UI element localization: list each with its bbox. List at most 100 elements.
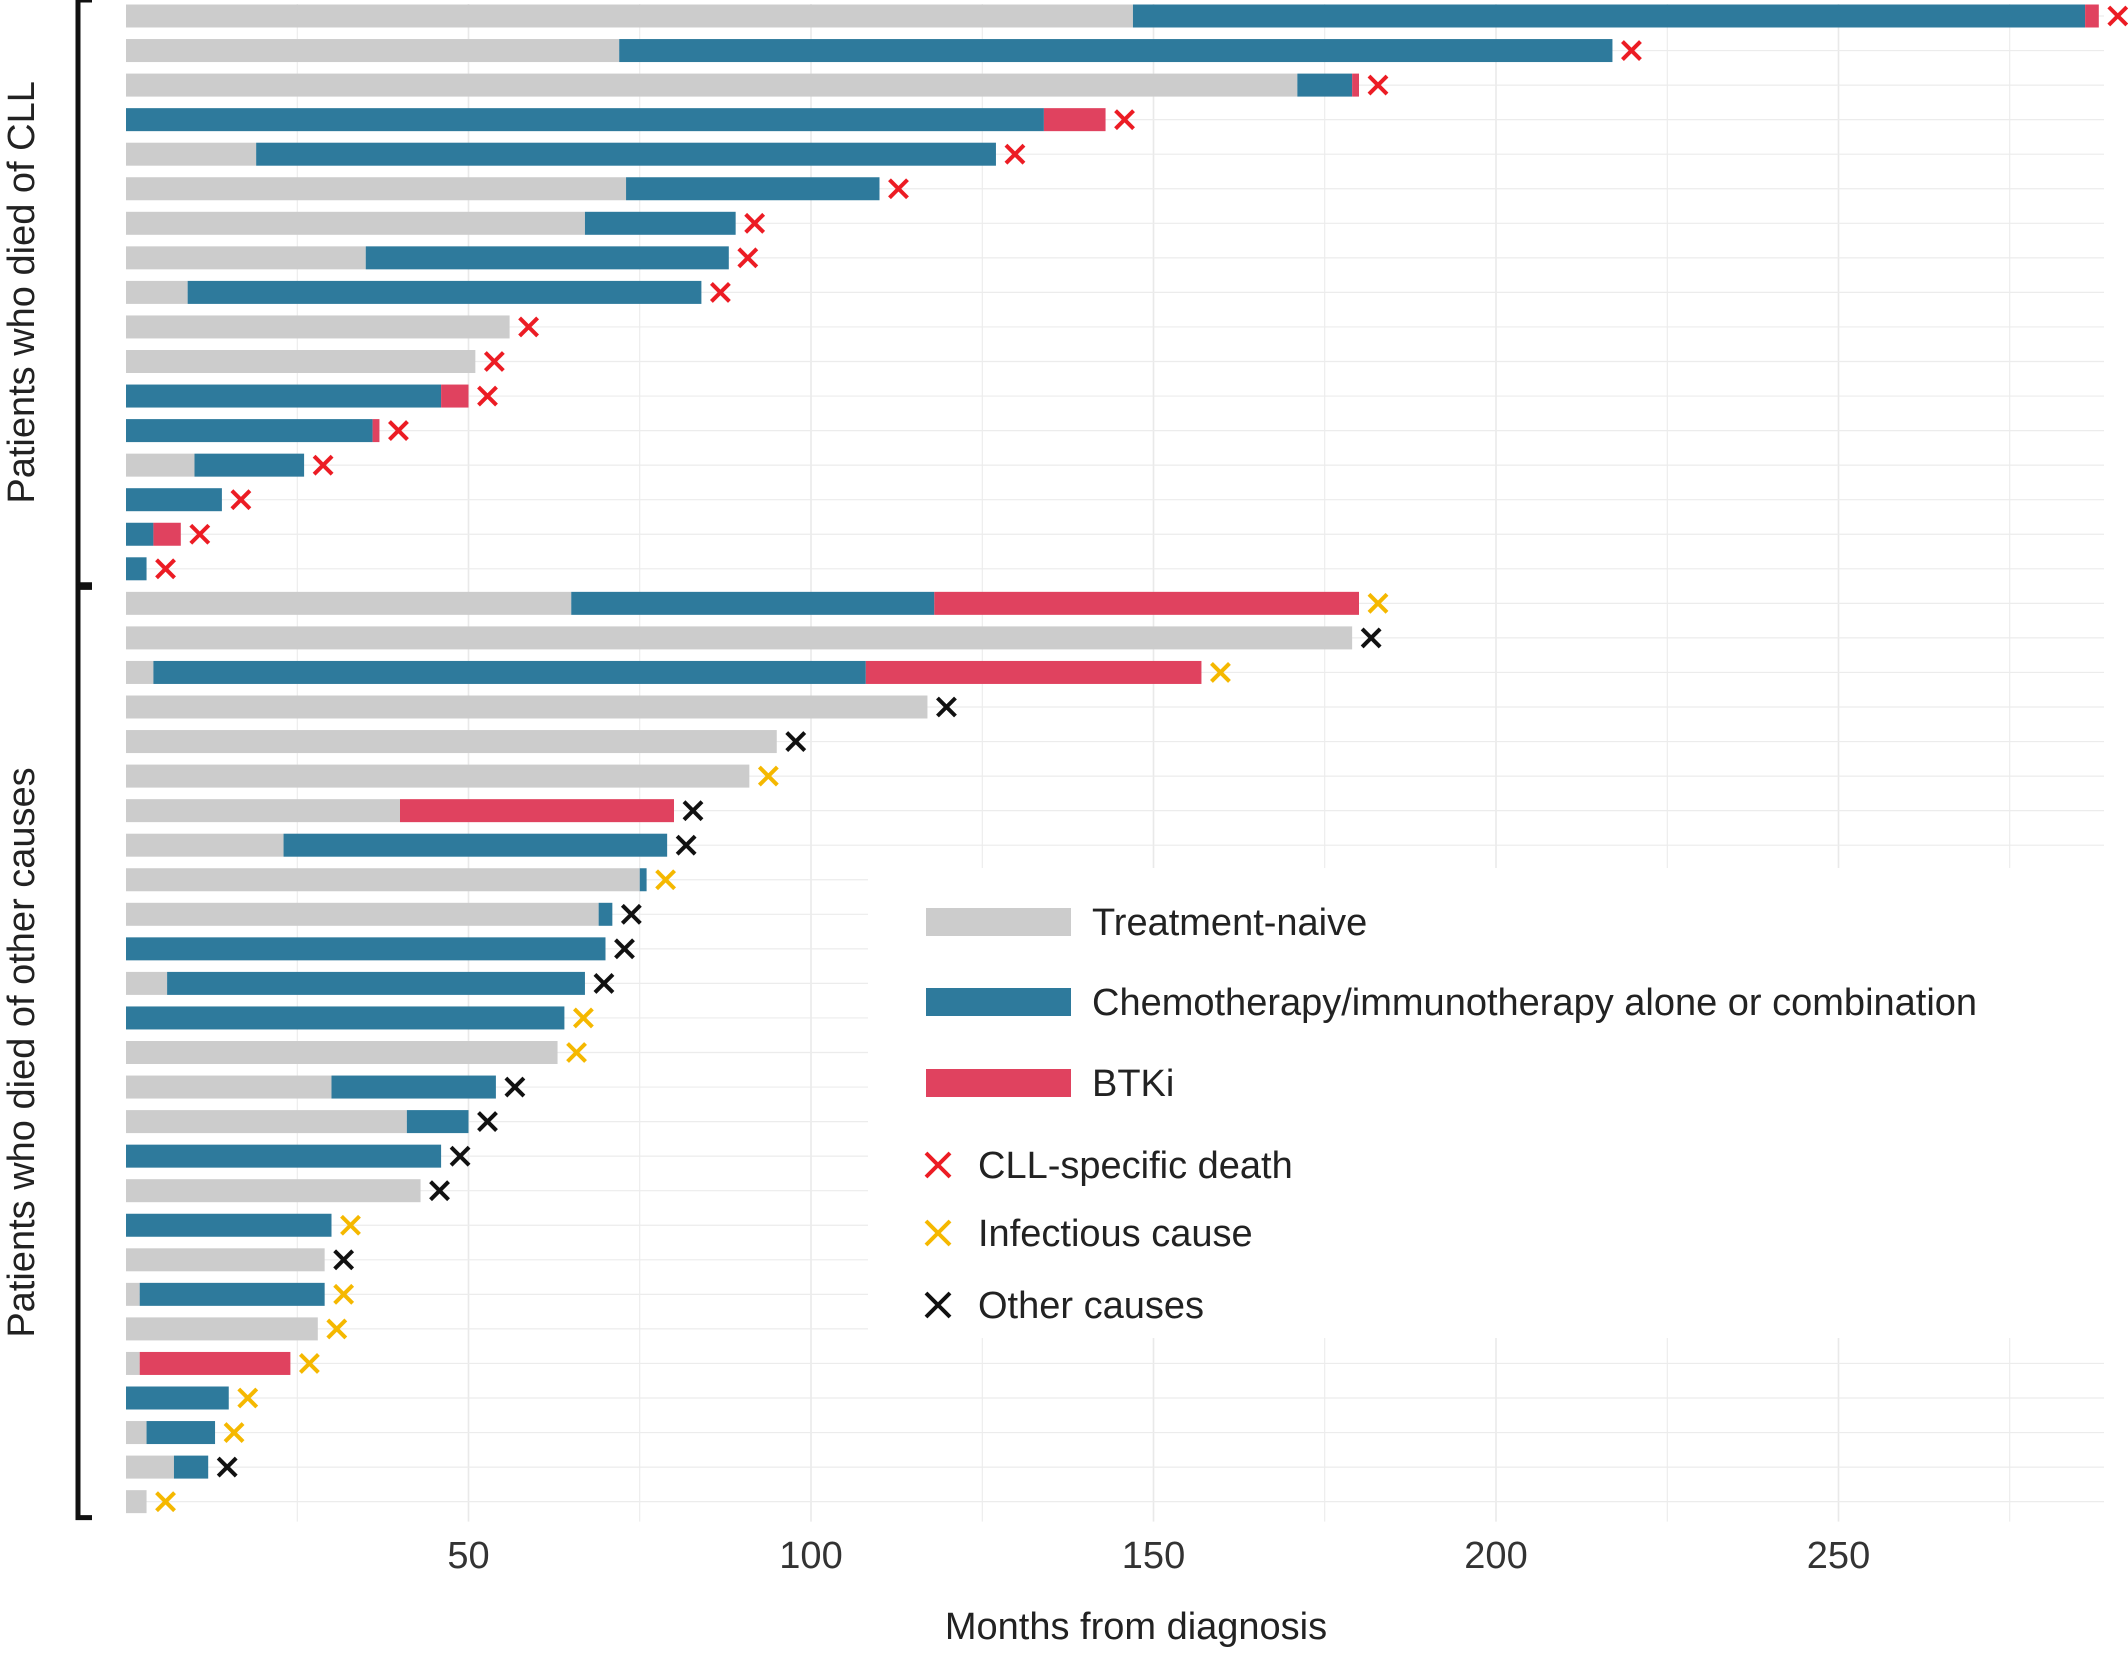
bar-segment-naive: [126, 4, 1133, 28]
patient-row: [126, 419, 380, 443]
patient-row: [126, 1455, 209, 1479]
bar-segment-btki: [139, 1351, 291, 1375]
patient-row: [126, 971, 585, 995]
patient-row: [126, 626, 1353, 650]
bar-segment-naive: [126, 1282, 140, 1306]
legend-item-cll: CLL-specific death: [924, 1145, 1293, 1187]
bar-segment-chemo: [139, 1282, 325, 1306]
patient-row: [126, 695, 928, 719]
legend-label: Treatment-naive: [1092, 902, 1367, 944]
death-marker-inf: [757, 765, 779, 787]
patient-row: [126, 1386, 229, 1410]
bar-segment-naive: [126, 660, 154, 684]
bar-segment-chemo: [626, 177, 880, 201]
patient-row: [126, 108, 1106, 132]
bar-segment-naive: [126, 1421, 147, 1445]
bar-segment-chemo: [126, 522, 154, 546]
patient-row: [126, 488, 222, 512]
legend-label: Chemotherapy/immunotherapy alone or comb…: [1092, 982, 1977, 1024]
legend-swatch: [926, 988, 1071, 1016]
legend: Treatment-naive Chemotherapy/immunotherap…: [924, 902, 1977, 1327]
bar-segment-naive: [126, 799, 400, 823]
death-marker-inf: [1210, 662, 1231, 683]
bar-segment-naive: [126, 971, 168, 995]
patient-row: [126, 799, 674, 823]
group-label: Patients who died of CLL: [1, 81, 43, 504]
patient-row: [126, 660, 1202, 684]
death-marker-oth: [675, 834, 697, 856]
bar-segment-naive: [126, 1455, 174, 1479]
death-marker-oth: [504, 1076, 526, 1098]
death-marker-cll: [518, 316, 540, 338]
patient-row: [126, 868, 647, 892]
legend-swatch: [926, 1069, 1071, 1097]
bar-segment-btki: [441, 384, 469, 408]
bar-segment-naive: [126, 833, 284, 857]
bar-segment-chemo: [167, 971, 585, 995]
legend-label: Other causes: [978, 1285, 1204, 1327]
group-label: Patients who died of other causes: [1, 767, 43, 1337]
bar-segment-btki: [2085, 4, 2099, 28]
patient-row: [126, 1351, 291, 1375]
x-axis-label: Months from diagnosis: [945, 1606, 1327, 1648]
patient-row: [126, 764, 750, 788]
bar-segment-btki: [1043, 108, 1106, 132]
legend-marker: [924, 1291, 952, 1319]
x-tick-label: 50: [447, 1535, 489, 1577]
bar-segment-chemo: [126, 557, 147, 581]
patient-row: [126, 1006, 565, 1030]
bar-segment-chemo: [598, 902, 613, 926]
patient-row: [126, 591, 1359, 615]
legend-marker: [924, 1219, 952, 1247]
bar-segment-naive: [126, 246, 366, 270]
bar-segment-chemo: [126, 488, 222, 512]
bar-segment-naive: [126, 315, 510, 339]
bar-segment-naive: [126, 280, 188, 304]
x-tick-label: 200: [1464, 1535, 1527, 1577]
bar-segment-chemo: [256, 142, 996, 166]
bar-segment-chemo: [126, 937, 606, 961]
death-marker-oth: [216, 1456, 238, 1478]
bar-segment-btki: [934, 591, 1359, 615]
death-marker-oth: [785, 731, 807, 752]
bar-segment-naive: [126, 350, 476, 373]
patient-row: [126, 1248, 325, 1272]
bar-segment-naive: [126, 591, 572, 615]
death-marker-inf: [1367, 592, 1389, 614]
bar-segment-chemo: [331, 1075, 496, 1099]
death-marker-oth: [593, 972, 615, 994]
death-marker-oth: [1360, 627, 1382, 649]
legend-item-inf: Infectious cause: [924, 1213, 1253, 1255]
bar-segment-naive: [126, 626, 1353, 650]
bar-segment-chemo: [126, 384, 442, 408]
legend-background: [868, 868, 2104, 1338]
death-marker-inf: [155, 1491, 176, 1513]
bar-segment-chemo: [146, 1421, 216, 1445]
patient-row: [126, 177, 880, 201]
death-marker-inf: [572, 1007, 594, 1029]
patient-row: [126, 1490, 147, 1514]
death-marker-cll: [709, 281, 731, 303]
patient-row: [126, 211, 736, 235]
legend-item-chemo: Chemotherapy/immunotherapy alone or comb…: [926, 982, 1977, 1024]
patient-row: [126, 1041, 558, 1064]
bar-segment-naive: [126, 39, 620, 63]
bar-segment-chemo: [126, 108, 1044, 132]
death-marker-inf: [340, 1214, 361, 1236]
bar-segment-chemo: [365, 246, 729, 270]
patient-row: [126, 142, 996, 166]
bar-segment-chemo: [173, 1455, 209, 1479]
death-marker-cll: [388, 420, 409, 442]
death-marker-cll: [1114, 109, 1135, 131]
patient-row: [126, 1213, 332, 1237]
patient-row: [126, 1075, 496, 1099]
patient-row: [126, 1179, 421, 1203]
death-marker-oth: [333, 1249, 355, 1271]
bar-segment-naive: [126, 1179, 421, 1203]
group-brackets: Patients who died of CLL Patients who die…: [1, 0, 92, 1521]
death-marker-inf: [223, 1422, 245, 1443]
patient-row: [126, 453, 305, 477]
bar-segment-chemo: [187, 280, 702, 304]
bar-segment-btki: [372, 419, 380, 443]
